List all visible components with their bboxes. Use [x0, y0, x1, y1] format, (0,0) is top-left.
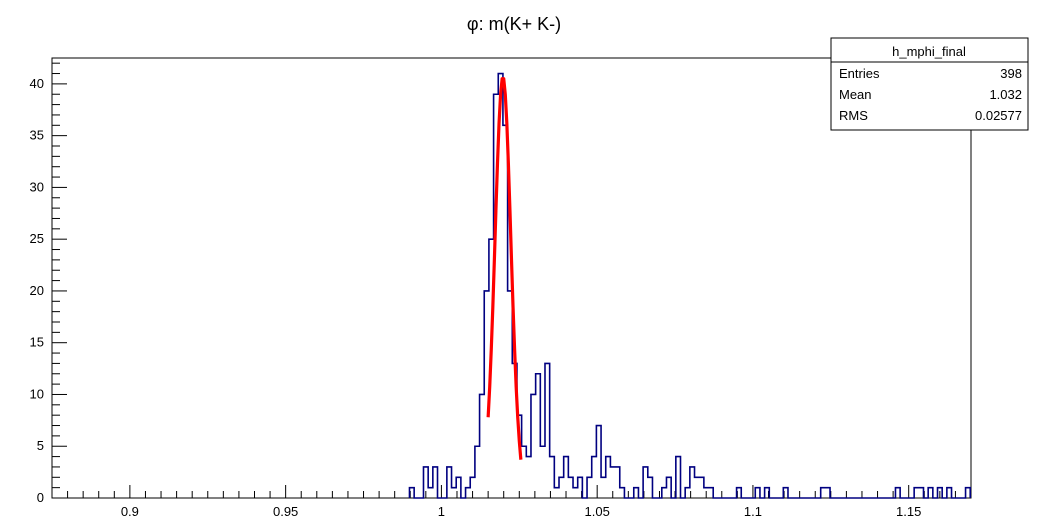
x-tick-label-1.15: 1.15	[896, 504, 921, 519]
stats-entries-label: Entries	[839, 66, 880, 81]
fit-curve-series	[486, 77, 523, 460]
plot-area: 0 5 10 15 20 25 30 35 40 0.9 0.95 1 1.05 1.1 1.15	[30, 57, 972, 519]
histogram-series	[408, 72, 972, 499]
series-layer	[408, 72, 972, 499]
x-tick-label-1: 1	[438, 504, 445, 519]
stats-box: h_mphi_final Entries 398 Mean 1.032 RMS …	[830, 37, 1029, 131]
plot-frame	[51, 57, 972, 499]
stats-rms-label: RMS	[839, 108, 868, 123]
y-tick-label-25: 25	[30, 231, 44, 246]
y-tick-label-5: 5	[37, 438, 44, 453]
y-tick-label-0: 0	[37, 490, 44, 505]
y-tick-label-15: 15	[30, 335, 44, 350]
chart-title: φ: m(K+ K-)	[467, 14, 561, 34]
x-tick-label-1.1: 1.1	[744, 504, 762, 519]
y-tick-label-20: 20	[30, 283, 44, 298]
x-tick-label-0.9: 0.9	[121, 504, 139, 519]
y-tick-label-35: 35	[30, 128, 44, 143]
y-axis: 0 5 10 15 20 25 30 35 40	[30, 62, 67, 505]
stats-mean-label: Mean	[839, 87, 872, 102]
x-tick-label-0.95: 0.95	[273, 504, 298, 519]
y-tick-label-40: 40	[30, 76, 44, 91]
stats-box-frame	[830, 37, 1029, 131]
stats-entries-value: 398	[1000, 66, 1022, 81]
stats-mean-value: 1.032	[989, 87, 1022, 102]
stats-box-title: h_mphi_final	[892, 44, 966, 59]
stats-rms-value: 0.02577	[975, 108, 1022, 123]
y-tick-label-30: 30	[30, 179, 44, 194]
x-tick-label-1.05: 1.05	[585, 504, 610, 519]
y-tick-label-10: 10	[30, 386, 44, 401]
